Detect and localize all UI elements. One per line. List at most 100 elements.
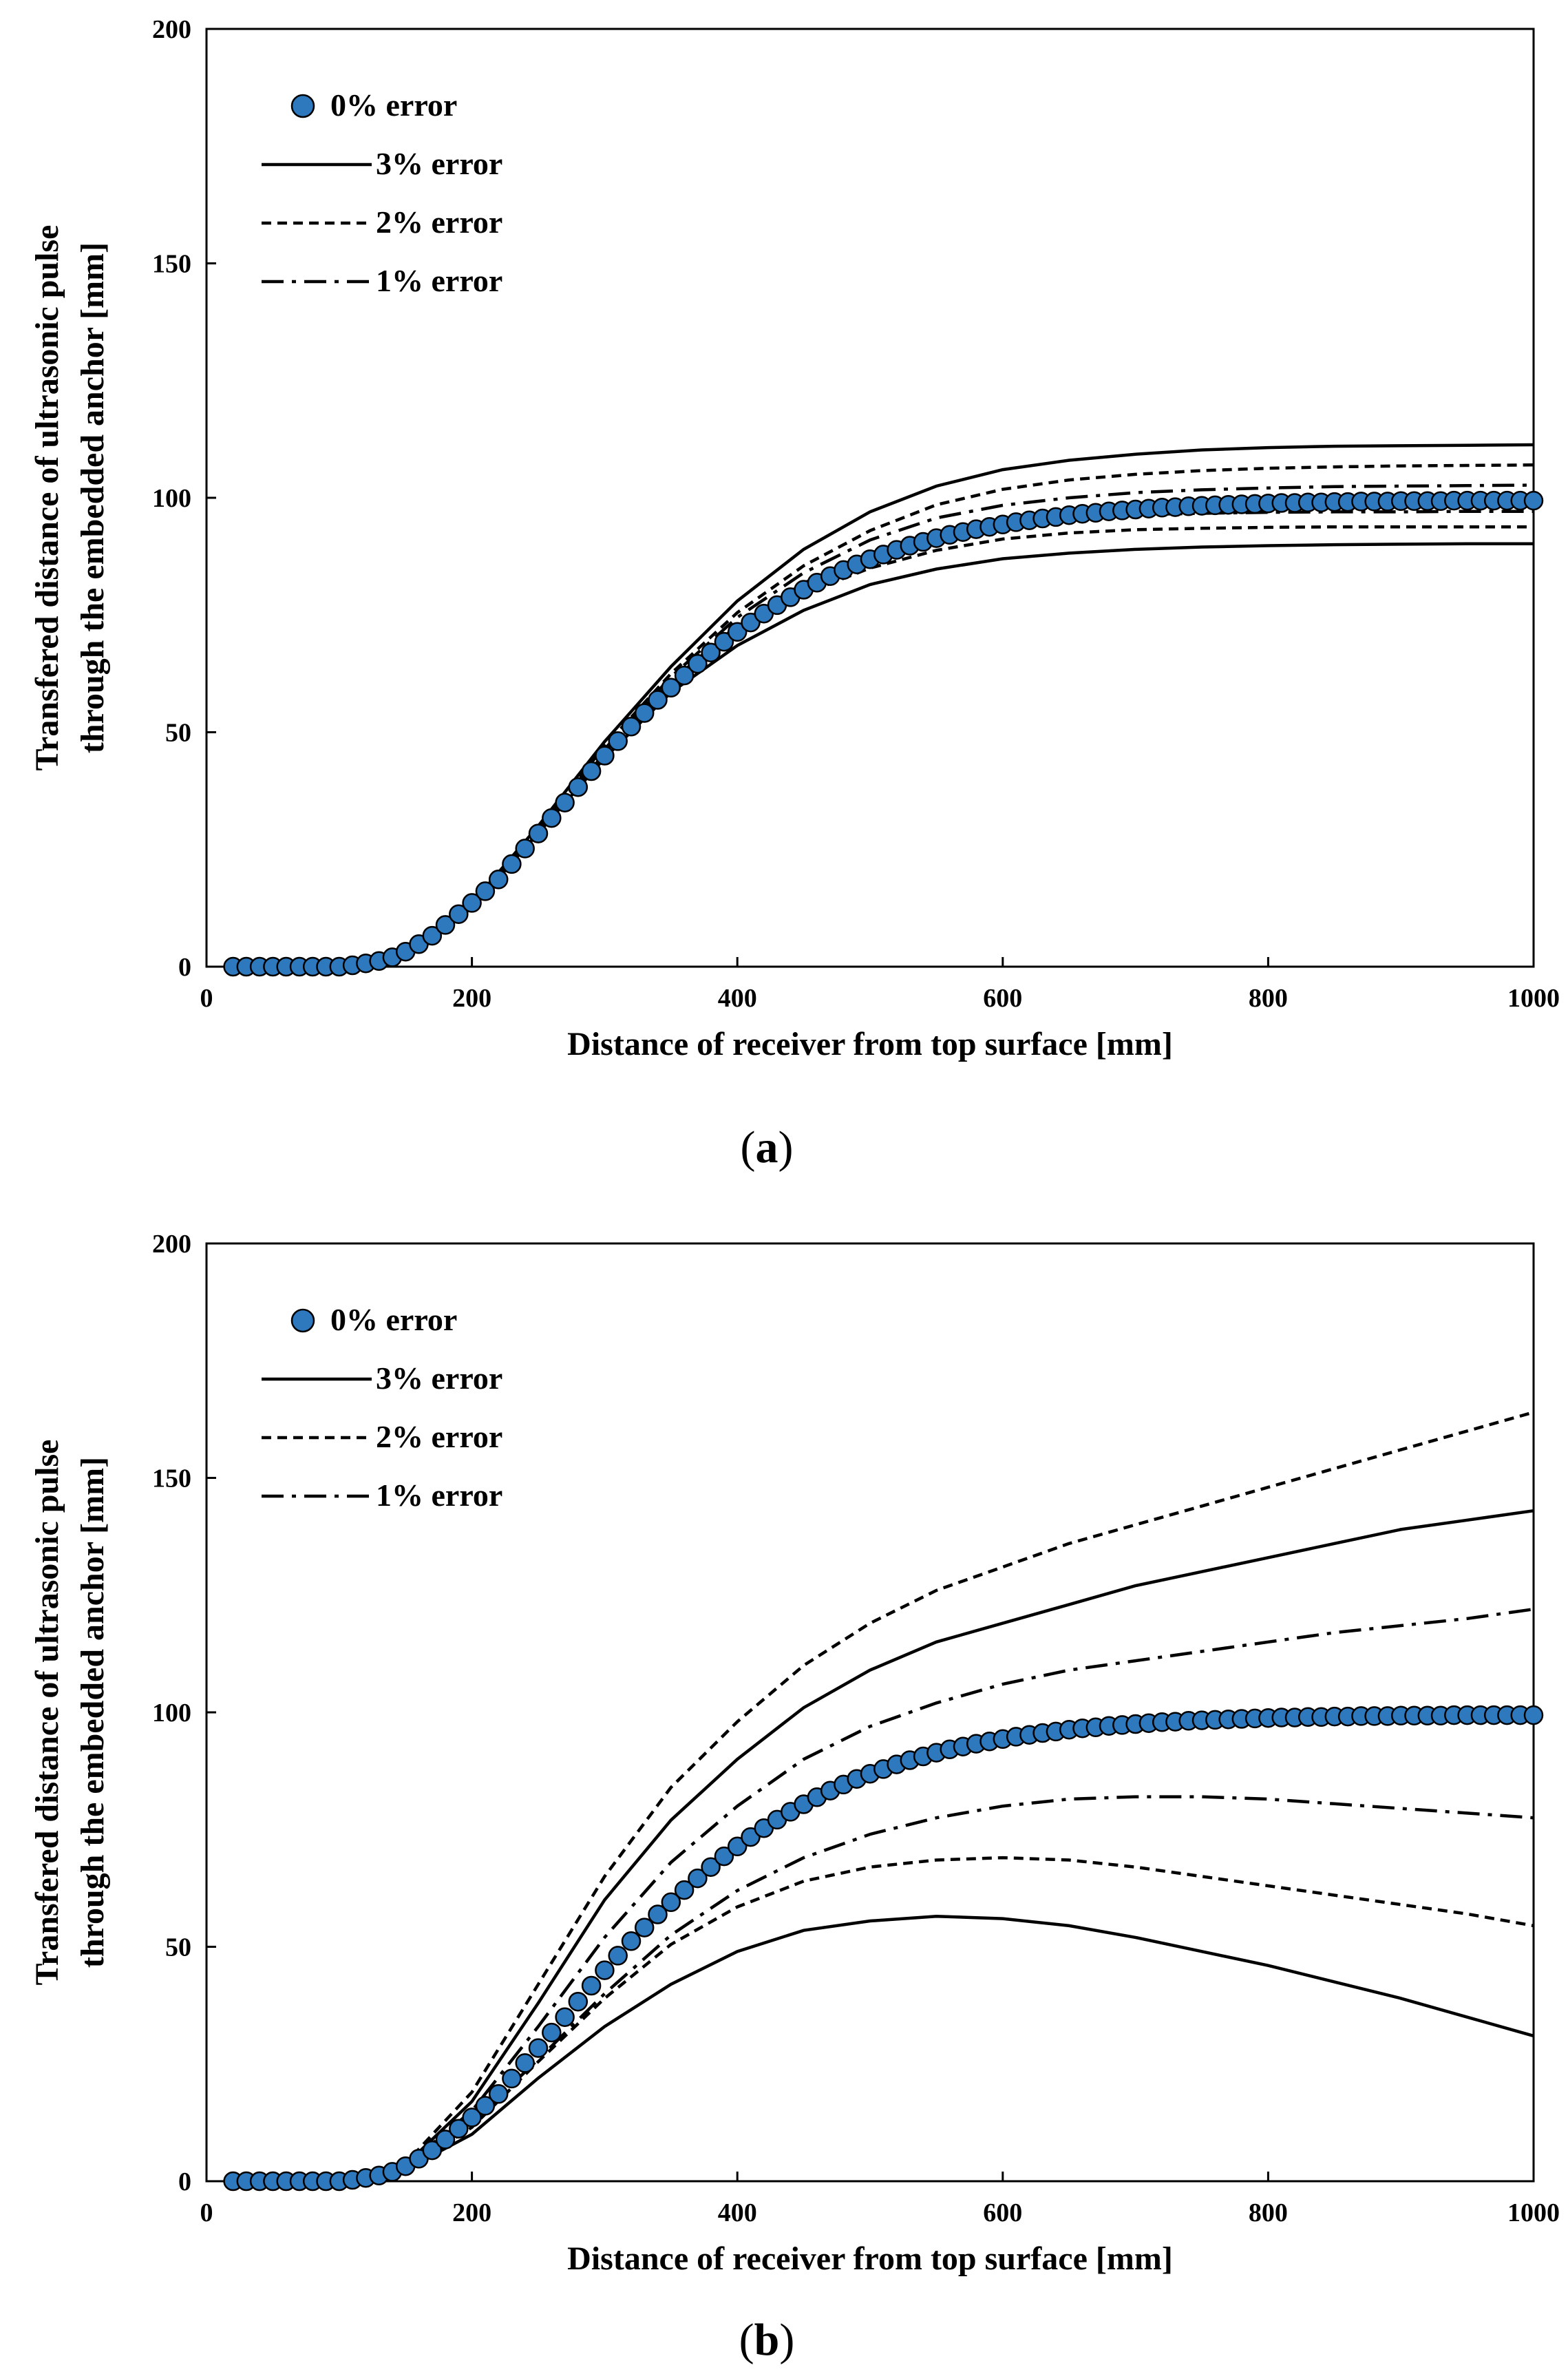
data-point-0pct [515,2053,535,2073]
x-tick-label: 200 [452,2198,491,2227]
y-tick-label: 0 [178,2167,191,2196]
x-tick-label: 0 [200,2198,213,2227]
data-point-0pct [714,1846,734,1867]
y-tick-label: 150 [152,1464,191,1493]
data-point-0pct [1523,1705,1544,1725]
data-point-0pct [528,823,549,843]
series-3-errorlower-bound [339,542,1534,969]
data-point-0pct [661,677,681,698]
data-point-0pct [688,1868,708,1889]
x-axis-title: Distance of receiver from top surface [m… [567,2240,1173,2277]
series-2-errorupper-bound [339,463,1534,969]
y-tick-label: 100 [152,484,191,513]
caption-label: b [754,2315,780,2365]
data-point-0pct [608,1946,628,1966]
data-point-0pct [435,2130,456,2150]
data-point-0pct [661,1892,681,1913]
data-point-0pct [555,2007,575,2027]
series-3-errorupper-bound [339,1509,1534,2183]
caption-close-paren: ) [778,1122,794,1173]
data-point-0pct [674,1880,695,1900]
x-tick-label: 600 [983,984,1022,1013]
y-tick-label: 0 [178,953,191,982]
y-tick-label: 50 [165,719,191,748]
series-2-errorlower-bound [339,525,1534,969]
data-point-0pct [422,925,443,946]
chart-a: 0 200 400 600 800 1000 0 50 100 150 200 Distance of… [29,15,1560,1173]
data-point-0pct [449,904,469,924]
data-point-0pct [475,881,496,901]
data-point-0pct [555,792,575,812]
x-tick-label: 600 [983,2198,1022,2227]
data-point-0pct [502,2068,522,2089]
data-point-0pct [488,2084,509,2104]
caption-open-paren: ( [741,1122,756,1173]
legend-label: 1% error [376,1478,502,1513]
legend-marker [290,1308,315,1333]
data-point-0pct [674,665,695,686]
data-point-0pct [435,915,456,935]
chart-b: 0 200 400 600 800 1000 0 50 100 150 200 Distance of… [29,1230,1560,2365]
y-tick-label: 200 [152,1230,191,1259]
legend-label: 0% error [330,87,457,123]
data-point-0pct [701,1857,721,1877]
series-2-errorlower-bound [339,1856,1534,2183]
series-3-errorupper-bound [339,443,1534,969]
data-point-0pct [528,2038,549,2058]
x-tick-label: 400 [718,2198,757,2227]
data-point-0pct [1523,490,1544,511]
y-axis-title-line2: through the embedded anchor [mm] [74,242,111,753]
x-tick-label: 0 [200,984,213,1013]
legend-marker [290,94,315,118]
data-point-0pct [542,2022,562,2043]
x-tick-label: 1000 [1507,2198,1560,2227]
data-point-0pct [634,703,655,723]
y-axis-title-line1: Transfered distance of ultrasonic pulse [29,225,65,771]
legend-label: 1% error [376,263,502,298]
series-1-errorupper-bound [339,1607,1534,2183]
y-tick-label: 200 [152,15,191,44]
y-tick-label: 50 [165,1933,191,1962]
data-point-0pct [595,1960,615,1980]
x-tick-label: 1000 [1507,984,1560,1013]
data-point-0pct [701,642,721,662]
legend-label: 3% error [376,146,502,181]
x-tick-label: 800 [1249,2198,1288,2227]
y-axis-title-line2: through the embedded anchor [mm] [74,1457,111,1968]
series-2-errorupper-bound [339,1411,1534,2183]
caption-label: a [756,1122,778,1173]
y-tick-label: 150 [152,250,191,279]
y-tick-label: 100 [152,1699,191,1727]
data-point-0pct [634,1918,655,1937]
x-tick-label: 400 [718,984,757,1013]
data-point-0pct [568,1991,589,2012]
x-tick-label: 800 [1249,984,1288,1013]
series-1-errorlower-bound [339,510,1534,969]
data-point-0pct [422,2140,443,2161]
data-point-0pct [688,653,708,674]
data-point-0pct [741,1827,761,1847]
caption-open-paren: ( [739,2315,754,2365]
y-axis-title-line1: Transfered distance of ultrasonic pulse [29,1440,65,1986]
data-point-0pct [714,631,734,652]
caption-close-paren: ) [779,2315,794,2365]
data-point-0pct [515,839,535,859]
x-axis-title: Distance of receiver from top surface [m… [567,1026,1173,1062]
data-point-0pct [462,893,482,913]
data-point-0pct [568,777,589,797]
series-1-errorupper-bound [339,483,1534,969]
data-point-0pct [621,1931,642,1951]
data-point-0pct [648,1904,668,1924]
data-point-0pct [727,1836,748,1857]
x-tick-label: 200 [452,984,491,1013]
data-point-0pct [727,622,748,642]
panel-caption: (a) [741,1122,794,1173]
data-point-0pct [648,690,668,710]
legend-label: 3% error [376,1361,502,1396]
panel-caption: (b) [739,2315,795,2365]
data-point-0pct [542,808,562,828]
data-point-0pct [608,731,628,751]
data-point-0pct [449,2119,469,2139]
data-point-0pct [741,612,761,633]
